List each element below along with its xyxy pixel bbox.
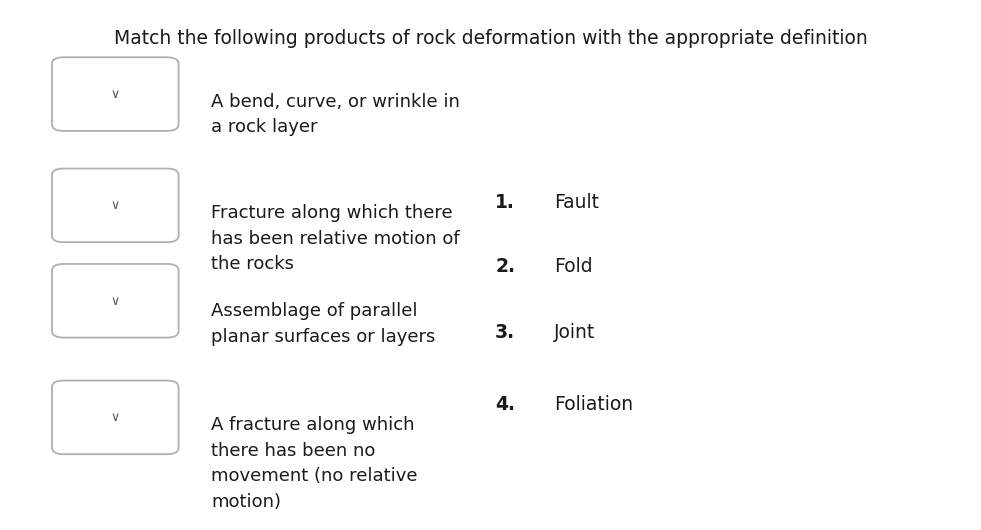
Text: ∨: ∨ — [111, 411, 120, 424]
Text: 4.: 4. — [495, 395, 515, 414]
Text: ∨: ∨ — [111, 88, 120, 101]
FancyBboxPatch shape — [52, 169, 179, 242]
Text: 2.: 2. — [495, 257, 515, 276]
Text: Fault: Fault — [554, 193, 599, 213]
Text: 3.: 3. — [494, 323, 515, 342]
Text: ∨: ∨ — [111, 199, 120, 212]
Text: A bend, curve, or wrinkle in
a rock layer: A bend, curve, or wrinkle in a rock laye… — [211, 93, 460, 136]
Text: Assemblage of parallel
planar surfaces or layers: Assemblage of parallel planar surfaces o… — [211, 302, 436, 346]
Text: Match the following products of rock deformation with the appropriate definition: Match the following products of rock def… — [114, 29, 867, 48]
Text: A fracture along which
there has been no
movement (no relative
motion): A fracture along which there has been no… — [211, 416, 417, 511]
Text: Foliation: Foliation — [554, 395, 634, 414]
Text: Fold: Fold — [554, 257, 593, 276]
Text: 1.: 1. — [495, 193, 515, 213]
FancyBboxPatch shape — [52, 57, 179, 131]
Text: ∨: ∨ — [111, 295, 120, 307]
FancyBboxPatch shape — [52, 381, 179, 454]
FancyBboxPatch shape — [52, 264, 179, 338]
Text: Joint: Joint — [554, 323, 595, 342]
Text: Fracture along which there
has been relative motion of
the rocks: Fracture along which there has been rela… — [211, 204, 459, 273]
